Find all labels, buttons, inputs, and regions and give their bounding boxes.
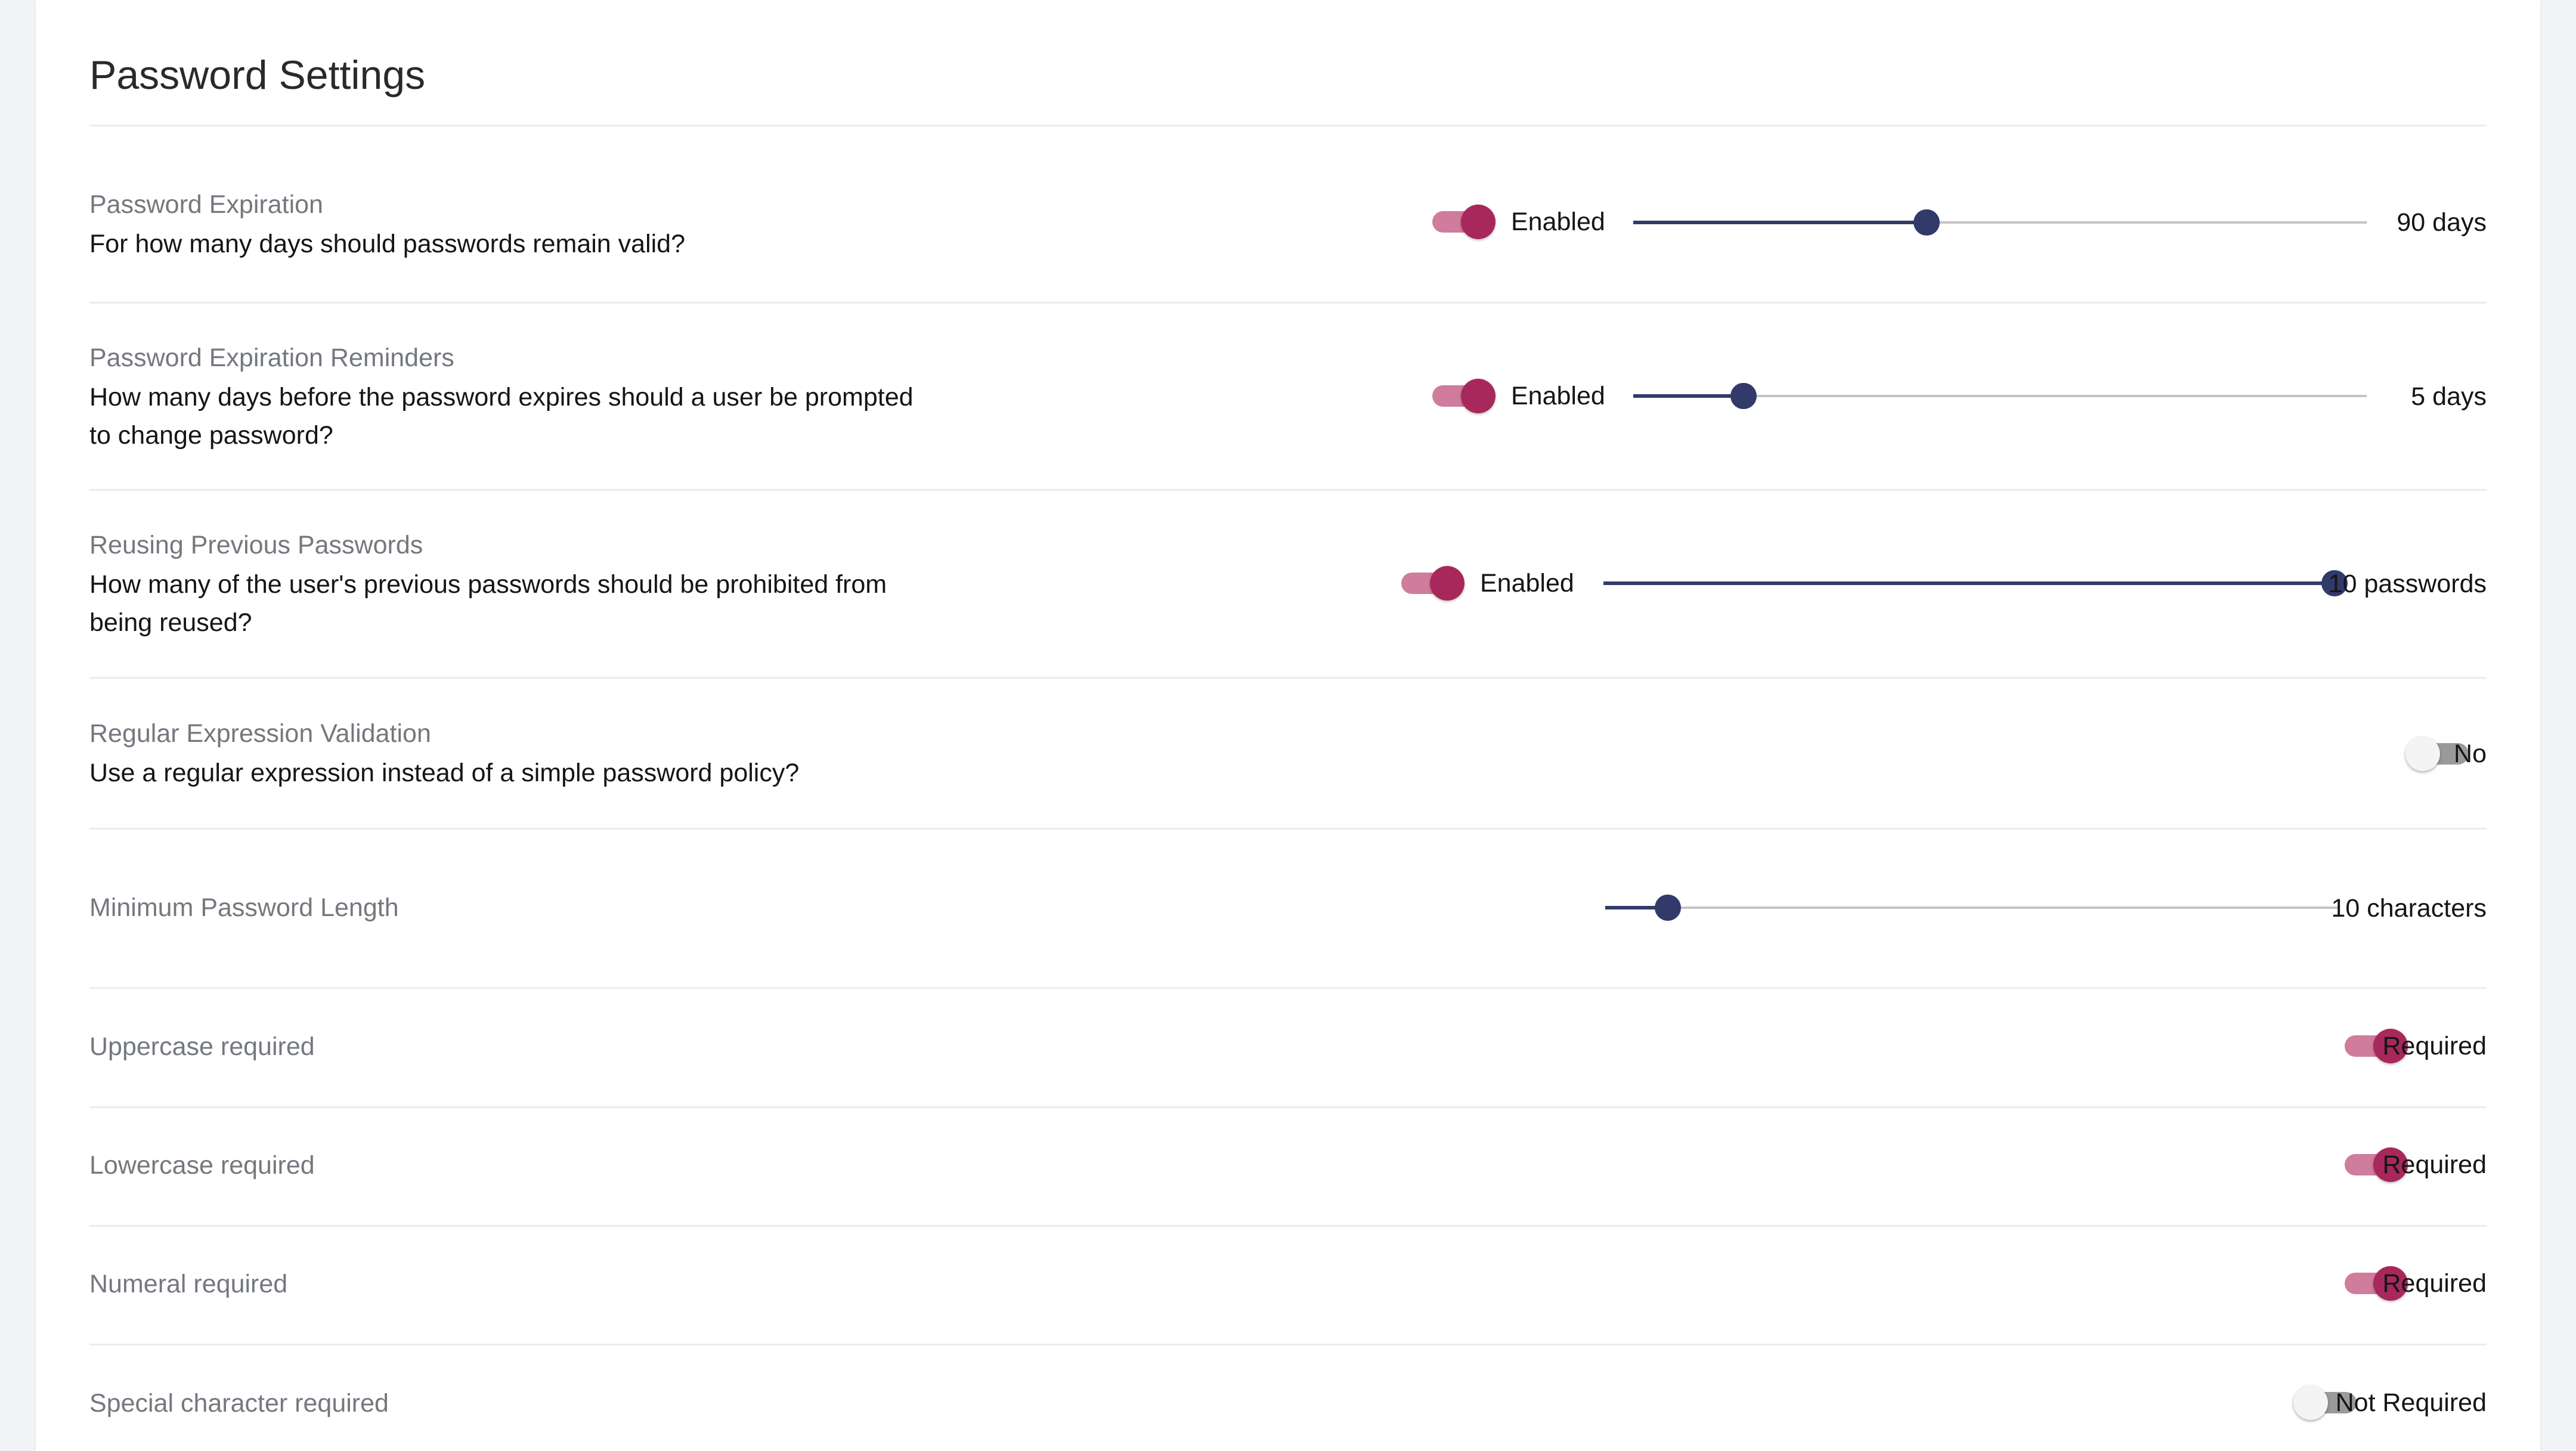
reminders-value: 5 days: [2411, 382, 2487, 411]
title-divider: [89, 125, 2487, 126]
settings-content: Password Settings Password Expiration Fo…: [89, 0, 2487, 1451]
reuse-value: 10 passwords: [2328, 570, 2487, 598]
slider-fill: [1605, 906, 1668, 909]
toggle-knob: [2293, 1385, 2328, 1420]
toggle-knob: [2405, 737, 2440, 771]
setting-row-lowercase: Lowercase required Required: [89, 1108, 2487, 1227]
setting-row-regex-validation: Regular Expression Validation Use a regu…: [89, 679, 2487, 830]
slider-thumb[interactable]: [1654, 895, 1681, 921]
slider-fill: [1633, 221, 1927, 224]
setting-description: Use a regular expression instead of a si…: [89, 759, 800, 787]
regex-toggle-text: No: [2454, 740, 2487, 768]
setting-label: Minimum Password Length: [89, 893, 399, 922]
setting-label: Lowercase required: [89, 1151, 315, 1180]
expiration-days-slider[interactable]: [1633, 208, 2367, 237]
setting-row-min-length: Minimum Password Length 10 characters: [89, 830, 2487, 989]
row-divider: [89, 489, 2487, 491]
lowercase-toggle[interactable]: [2343, 1146, 2409, 1183]
slider-fill: [1633, 394, 1744, 398]
row-divider: [89, 987, 2487, 989]
setting-row-uppercase: Uppercase required Required: [89, 989, 2487, 1108]
slider-fill: [1603, 581, 2334, 585]
uppercase-toggle-text: Required: [2382, 1032, 2487, 1060]
slider-rail: [1605, 907, 2339, 909]
row-divider: [89, 1225, 2487, 1227]
row-divider: [89, 1344, 2487, 1345]
slider-rail: [1633, 395, 2367, 397]
row-divider: [89, 302, 2487, 304]
setting-row-password-expiration: Password Expiration For how many days sh…: [89, 126, 2487, 304]
setting-description: How many days before the password expire…: [89, 383, 914, 450]
numeral-toggle-text: Required: [2382, 1269, 2487, 1298]
row-divider: [89, 1106, 2487, 1108]
setting-row-numeral: Numeral required Required: [89, 1227, 2487, 1345]
setting-description: For how many days should passwords remai…: [89, 230, 686, 258]
toggle-knob: [2373, 1147, 2408, 1182]
expiration-value: 90 days: [2397, 208, 2487, 237]
min-length-value: 10 characters: [2331, 894, 2487, 923]
special-character-toggle[interactable]: [2293, 1384, 2361, 1421]
toggle-knob: [1430, 566, 1465, 601]
reminders-toggle-text: Enabled: [1511, 382, 1605, 410]
row-divider: [89, 677, 2487, 679]
setting-label: Uppercase required: [89, 1032, 315, 1061]
toggle-knob: [2373, 1266, 2408, 1301]
expiration-toggle-text: Enabled: [1511, 208, 1605, 236]
slider-thumb[interactable]: [2321, 570, 2348, 596]
page-title: Password Settings: [89, 52, 426, 98]
reuse-toggle[interactable]: [1400, 565, 1466, 602]
setting-description: How many of the user's previous password…: [89, 570, 887, 637]
regex-toggle[interactable]: [2405, 735, 2473, 772]
reuse-count-slider[interactable]: [1603, 568, 2348, 598]
slider-thumb[interactable]: [1914, 209, 1940, 236]
setting-label: Special character required: [89, 1389, 389, 1418]
lowercase-toggle-text: Required: [2382, 1150, 2487, 1179]
settings-card: Password Settings Password Expiration Fo…: [36, 0, 2540, 1451]
numeral-toggle[interactable]: [2343, 1265, 2409, 1302]
row-divider: [89, 828, 2487, 830]
reminders-toggle[interactable]: [1431, 378, 1497, 414]
toggle-knob: [1461, 205, 1496, 239]
setting-label: Reusing Previous Passwords: [89, 531, 423, 559]
min-length-slider[interactable]: [1605, 893, 2339, 923]
setting-row-expiration-reminders: Password Expiration Reminders How many d…: [89, 304, 2487, 491]
toggle-knob: [2373, 1029, 2408, 1063]
reuse-toggle-text: Enabled: [1480, 569, 1574, 598]
setting-label: Regular Expression Validation: [89, 719, 431, 748]
special-character-toggle-text: Not Required: [2335, 1388, 2487, 1417]
setting-row-reuse-passwords: Reusing Previous Passwords How many of t…: [89, 491, 2487, 679]
toggle-knob: [1461, 379, 1496, 413]
reminder-days-slider[interactable]: [1633, 381, 2367, 411]
setting-label: Password Expiration Reminders: [89, 344, 454, 372]
slider-rail: [1633, 221, 2367, 224]
setting-label: Numeral required: [89, 1270, 288, 1298]
setting-label: Password Expiration: [89, 190, 323, 219]
slider-thumb[interactable]: [1730, 383, 1757, 409]
uppercase-toggle[interactable]: [2343, 1028, 2409, 1065]
expiration-toggle[interactable]: [1431, 203, 1497, 240]
setting-row-special-character: Special character required Not Required: [89, 1345, 2487, 1451]
